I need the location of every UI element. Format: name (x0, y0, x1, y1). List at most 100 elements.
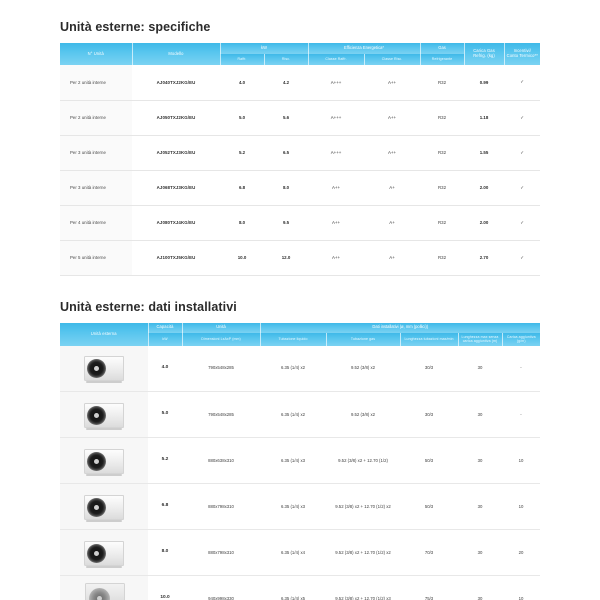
cell-dimensions: 790x548x285 (182, 391, 260, 438)
cell-outdoor-unit-image (60, 483, 148, 530)
col-header-unit-count: N° Unità (60, 43, 132, 65)
outdoor-unit-icon (82, 399, 126, 431)
cell-class-cooling: A+++ (308, 135, 365, 171)
cell-kw-heating: 8.0 (264, 170, 309, 206)
cell-pipe-length: 75/3 (400, 575, 458, 600)
cell-pipe-length: 50/3 (400, 483, 458, 530)
col-header-class-cooling: Classe Raffr. (307, 54, 365, 65)
cell-gas-charge: 2.00 (464, 205, 505, 241)
outdoor-units-specs-table: N° Unità Modello kW Efficienza Energetic… (60, 43, 541, 276)
cell-liquid-pipe: 6.35 (1/4) x4 (260, 529, 326, 576)
outdoor-unit-icon (82, 537, 126, 569)
cell-gas-pipe: 9.52 (3/8) x2 (326, 391, 400, 438)
cell-pipe-length: 30/3 (400, 391, 458, 438)
cell-kw-cooling: 8.0 (220, 205, 264, 241)
cell-refrigerant: R32 (420, 170, 465, 206)
col-header-model: Modello (131, 43, 220, 65)
cell-capacity: 5.0 (148, 391, 182, 438)
cell-gas-pipe: 9.52 (3/8) x2 + 12.70 (1/2) x2 (326, 529, 400, 576)
cell-class-heating: A+ (364, 170, 421, 206)
cell-class-heating: A+ (364, 240, 421, 276)
cell-incentive-check: ✓ (504, 240, 541, 276)
cell-kw-heating: 4.2 (264, 65, 309, 101)
cell-additional-charge: 10 (502, 575, 541, 600)
table-row: Per 4 unità interne AJ080TXJ4KG/EU 8.0 9.5 A… (60, 205, 541, 241)
cell-dimensions: 880x638x310 (182, 437, 260, 484)
outdoor-unit-icon-large (83, 581, 125, 600)
cell-length-no-charge: 30 (458, 437, 502, 484)
cell-model: AJ080TXJ4KG/EU (132, 205, 220, 241)
cell-kw-heating: 6.5 (264, 135, 309, 171)
cell-unit-count: Per 2 unità interne (60, 100, 132, 136)
cell-gas-charge: 2.70 (464, 240, 505, 276)
col-header-group-efficiency: Efficienza Energetica* (307, 43, 421, 54)
cell-gas-pipe: 9.52 (3/8) x2 + 12.70 (1/2) (326, 437, 400, 484)
cell-outdoor-unit-image (60, 345, 148, 392)
col-header-length-no-charge: Lunghezza max senza carica aggiuntiva (m… (457, 332, 502, 346)
cell-additional-charge: - (502, 345, 541, 392)
cell-length-no-charge: 30 (458, 391, 502, 438)
outdoor-units-install-table: Unità esterna Capacità Unità Dati instal… (60, 322, 541, 600)
col-header-class-heating: Classe Risc. (363, 54, 421, 65)
cell-gas-charge: 0.99 (464, 65, 505, 101)
cell-gas-pipe: 9.52 (3/8) x2 + 12.70 (1/2) x3 (326, 575, 400, 600)
col-header-capacity: Capacità (147, 322, 182, 333)
cell-kw-heating: 5.6 (264, 100, 309, 136)
cell-kw-heating: 9.5 (264, 205, 309, 241)
cell-capacity: 10.0 (148, 575, 182, 600)
col-header-gas-pipe: Tubazione gas (325, 332, 400, 346)
cell-liquid-pipe: 6.35 (1/4) x3 (260, 483, 326, 530)
cell-unit-count: Per 5 unità interne (60, 240, 132, 276)
cell-pipe-length: 70/3 (400, 529, 458, 576)
table-row: Per 2 unità interne AJ050TXJ2KG/EU 5.0 5.6 A… (60, 100, 541, 136)
cell-kw-cooling: 6.8 (220, 170, 264, 206)
table-row: Per 2 unità interne AJ040TXJ2KG/EU 4.0 4.2 A… (60, 65, 541, 101)
install-section-title: Unità esterne: dati installativi (60, 299, 237, 314)
cell-dimensions: 940x998x330 (182, 575, 260, 600)
cell-class-heating: A++ (364, 65, 421, 101)
col-header-pipe-length: Lunghezza tubazioni max/min (399, 332, 458, 346)
table-row: 4.0 790x548x285 6.35 (1/4) x2 9.52 (3/8) x2… (60, 345, 541, 392)
table-row: 5.2 880x638x310 6.35 (1/4) x3 9.52 (3/8) x2… (60, 437, 541, 484)
cell-dimensions: 880x798x310 (182, 529, 260, 576)
col-header-additional-charge: Carica aggiuntiva (g/m) (501, 332, 541, 346)
cell-model: AJ100TXJ5KG/EU (132, 240, 220, 276)
cell-pipe-length: 50/3 (400, 437, 458, 484)
cell-gas-pipe: 9.52 (3/8) x2 (326, 345, 400, 392)
col-header-dimensions: Dimensioni LxAxP (mm) (181, 332, 260, 346)
cell-refrigerant: R32 (420, 135, 465, 171)
cell-class-heating: A+ (364, 205, 421, 241)
cell-outdoor-unit-image (60, 437, 148, 484)
cell-additional-charge: - (502, 391, 541, 438)
outdoor-unit-icon (82, 491, 126, 523)
cell-outdoor-unit-image (60, 529, 148, 576)
cell-additional-charge: 20 (502, 529, 541, 576)
cell-refrigerant: R32 (420, 65, 465, 101)
cell-capacity: 5.2 (148, 437, 182, 484)
cell-capacity: 4.0 (148, 345, 182, 392)
cell-gas-charge: 2.00 (464, 170, 505, 206)
cell-capacity: 6.8 (148, 483, 182, 530)
cell-length-no-charge: 30 (458, 483, 502, 530)
col-header-gas-charge: Carica Gas Refrig. (kg) (463, 43, 505, 65)
cell-kw-cooling: 4.0 (220, 65, 264, 101)
cell-class-cooling: A++ (308, 170, 365, 206)
col-header-incentives: Incentivi/ Conto Termico** (503, 43, 541, 65)
cell-model: AJ050TXJ2KG/EU (132, 100, 220, 136)
cell-incentive-check: ✓ (504, 100, 541, 136)
cell-kw-cooling: 5.0 (220, 100, 264, 136)
table-row: 5.0 790x548x285 6.35 (1/4) x2 9.52 (3/8) x2… (60, 391, 541, 438)
col-header-capacity-kw: kW (147, 332, 182, 346)
cell-liquid-pipe: 6.35 (1/4) x5 (260, 575, 326, 600)
cell-unit-count: Per 3 unità interne (60, 170, 132, 206)
cell-refrigerant: R32 (420, 205, 465, 241)
col-header-liquid-pipe: Tubazione liquido (259, 332, 326, 346)
cell-kw-cooling: 10.0 (220, 240, 264, 276)
cell-liquid-pipe: 6.35 (1/4) x3 (260, 437, 326, 484)
cell-kw-heating: 12.0 (264, 240, 309, 276)
cell-refrigerant: R32 (420, 240, 465, 276)
col-header-group-kw: kW (219, 43, 309, 54)
col-header-outdoor-unit: Unità esterna (60, 322, 148, 346)
cell-model: AJ052TXJ3KG/EU (132, 135, 220, 171)
